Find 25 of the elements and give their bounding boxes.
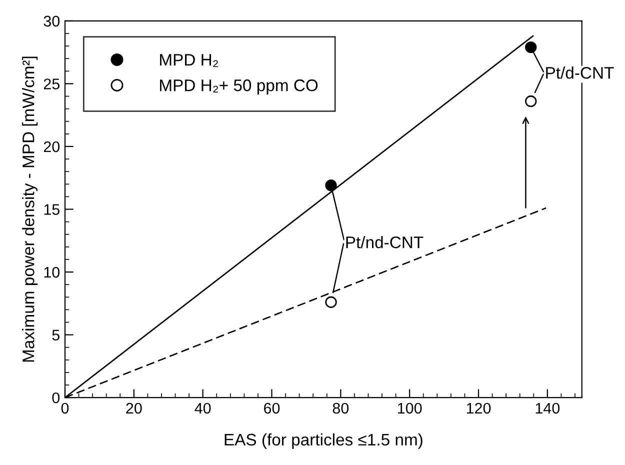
y-tick-label: 0	[52, 392, 60, 404]
x-axis-title: EAS (for particles ≤1.5 nm)	[224, 433, 422, 449]
annotation: Pt/nd-CNT	[346, 236, 424, 248]
legend-label: MPD H₂+ 50 ppm CO	[160, 79, 318, 95]
y-axis-title: Maximum power density - MPD [mW/cm²]	[22, 56, 38, 362]
x-tick-label: 100	[398, 402, 422, 414]
y-tick-label: 5	[52, 330, 60, 340]
y-tick-label: 15	[44, 204, 60, 215]
point	[525, 41, 537, 54]
y-tick-label: 25	[44, 78, 60, 90]
x-tick-label: 140	[536, 402, 560, 414]
point	[325, 296, 337, 308]
x-tick-label: 40	[194, 402, 211, 414]
y-tick-label: 30	[44, 16, 60, 27]
x-tick-label: 120	[466, 402, 491, 414]
y-tick-label: 20	[44, 141, 60, 152]
annotation: Pt/d-CNT	[546, 66, 614, 79]
x-tick-label: 80	[332, 402, 349, 414]
x-tick-label: 60	[264, 402, 280, 414]
x-tick-label: 20	[126, 402, 142, 414]
legend-label: MPD H₂	[160, 54, 218, 67]
x-tick-label: 0	[61, 402, 69, 414]
point	[525, 95, 537, 108]
y-tick-label: 10	[44, 266, 60, 278]
point	[325, 180, 337, 192]
